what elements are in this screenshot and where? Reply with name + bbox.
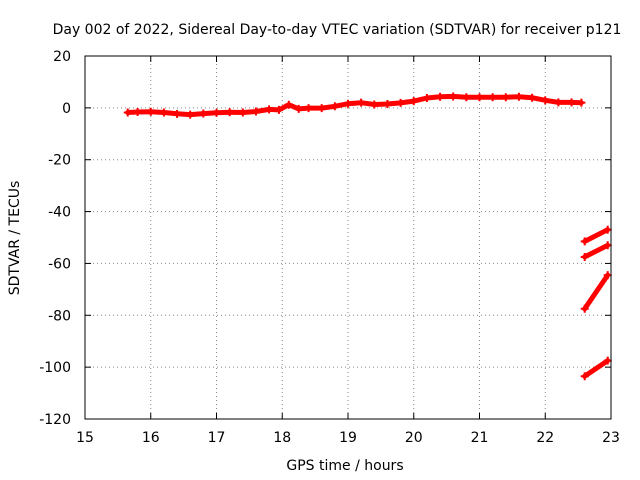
y-tick-label: -20 [48, 153, 71, 169]
data-point [265, 105, 274, 114]
series-segment-2 [580, 241, 612, 261]
data-point [344, 99, 352, 108]
data-point [123, 108, 132, 117]
data-point [317, 104, 326, 113]
data-point [528, 93, 537, 102]
data-point [370, 100, 379, 109]
series-layer [123, 92, 612, 381]
x-tick-label: 16 [142, 430, 160, 446]
y-axis-label: SDTVAR / TECUs [7, 181, 23, 296]
data-point [603, 271, 612, 280]
x-tick-label: 21 [471, 430, 489, 446]
data-point [501, 93, 510, 102]
x-tick-label: 22 [536, 430, 554, 446]
data-point [383, 99, 392, 108]
data-point [449, 92, 458, 101]
data-point [199, 109, 208, 118]
y-tick-label: -40 [48, 205, 71, 221]
series-line [582, 358, 611, 379]
data-point [173, 109, 182, 118]
data-point [475, 93, 484, 102]
data-point [580, 304, 589, 313]
data-point [212, 108, 221, 117]
y-tick-label: -80 [48, 308, 71, 324]
chart-title: Day 002 of 2022, Sidereal Day-to-day VTE… [53, 22, 622, 38]
data-point [304, 104, 313, 113]
y-tick-label: -60 [48, 256, 71, 272]
series-line [582, 272, 611, 312]
data-point [580, 252, 589, 261]
data-point [488, 93, 497, 102]
data-point [396, 98, 405, 107]
data-point [238, 108, 247, 117]
series-main-track [123, 92, 586, 119]
x-tick-label: 20 [405, 430, 423, 446]
data-point [603, 241, 612, 250]
series-line [582, 227, 611, 244]
data-point [462, 93, 471, 102]
data-point [133, 108, 142, 117]
data-point [603, 356, 612, 365]
series-line [125, 93, 584, 118]
data-point [422, 94, 431, 103]
data-point [357, 98, 366, 107]
data-point [554, 98, 563, 107]
y-tick-label: -120 [39, 412, 71, 428]
x-tick-label: 15 [76, 430, 94, 446]
data-point [146, 107, 155, 116]
data-point [330, 102, 339, 111]
series-line [582, 242, 611, 260]
series-segment-3 [580, 271, 612, 313]
y-tick-label: -100 [39, 360, 71, 376]
data-point [603, 225, 612, 234]
data-point [409, 97, 418, 106]
y-tick-label: 20 [53, 49, 71, 65]
data-point [284, 100, 293, 109]
data-point [580, 372, 589, 381]
data-point [159, 108, 168, 117]
x-tick-label: 18 [273, 430, 291, 446]
data-point [225, 108, 234, 117]
x-tick-label: 19 [339, 430, 357, 446]
data-point [251, 107, 260, 116]
series-segment-1 [580, 225, 612, 246]
data-point [567, 98, 576, 107]
data-point [436, 92, 445, 101]
series-segment-4 [580, 356, 612, 381]
data-point [186, 110, 195, 119]
y-tick-label: 0 [62, 101, 71, 117]
x-tick-label: 17 [208, 430, 226, 446]
data-point [514, 92, 523, 101]
axis-ticks: 15 16 17 18 19 20 21 22 23 -120 -100 -80 -60 -40 -20 0 2… [39, 49, 620, 446]
data-point [274, 105, 283, 114]
data-point [294, 104, 303, 113]
data-point [577, 98, 586, 107]
data-point [541, 96, 550, 105]
data-point [580, 237, 589, 246]
x-axis-label: GPS time / hours [286, 458, 403, 474]
x-tick-label: 23 [602, 430, 620, 446]
